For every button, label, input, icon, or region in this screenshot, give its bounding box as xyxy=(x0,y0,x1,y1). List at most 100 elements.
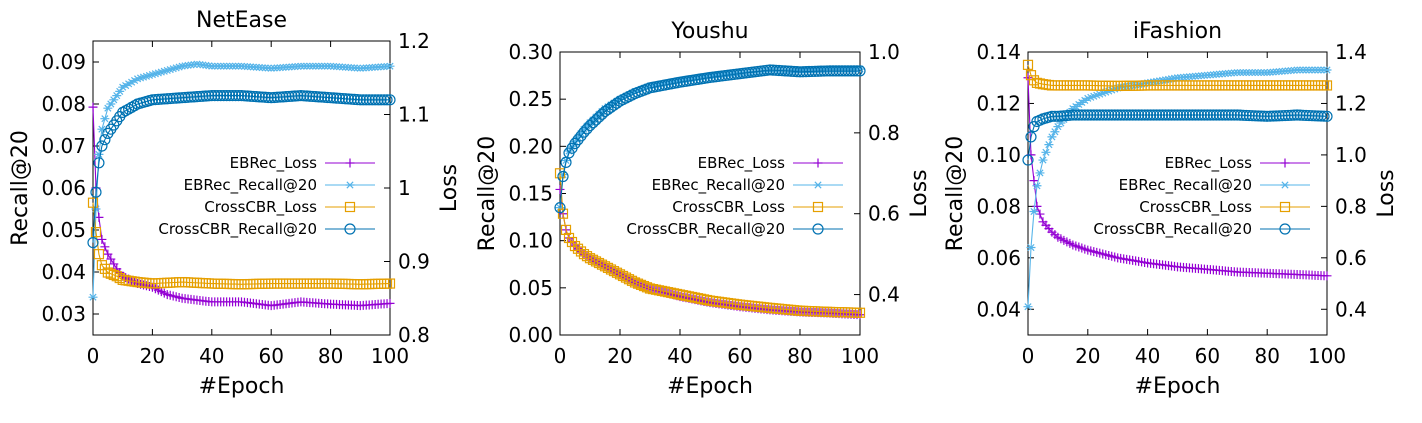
y2-axis-label: Loss xyxy=(907,169,932,217)
data-point xyxy=(1022,154,1034,166)
data-point xyxy=(1029,207,1039,216)
data-point xyxy=(1153,109,1166,121)
data-point xyxy=(1270,110,1282,122)
data-point xyxy=(842,65,854,77)
data-point xyxy=(1192,109,1205,121)
x-tick-label: 80 xyxy=(1254,344,1279,368)
data-point xyxy=(1025,70,1037,81)
y-tick-label: 0.10 xyxy=(976,143,1021,167)
data-point xyxy=(179,91,191,104)
data-point xyxy=(1216,109,1228,121)
data-point xyxy=(173,92,185,104)
data-point xyxy=(372,94,384,106)
data-point xyxy=(316,91,328,103)
data-point xyxy=(1322,66,1332,74)
y-tick-label: 0.30 xyxy=(508,40,553,64)
chart-title: iFashion xyxy=(1133,19,1222,44)
data-point xyxy=(764,64,776,76)
data-point xyxy=(1041,148,1051,156)
data-point xyxy=(106,254,116,264)
data-point xyxy=(1061,109,1073,122)
data-point xyxy=(581,251,593,262)
data-point xyxy=(96,140,108,152)
data-point xyxy=(161,93,173,105)
legend-label: EBRec_Loss xyxy=(698,154,786,173)
series-crosscbr-loss xyxy=(554,168,866,318)
data-point xyxy=(221,89,233,102)
x-tick-label: 60 xyxy=(727,344,752,368)
data-point xyxy=(200,90,212,102)
data-point xyxy=(1258,110,1270,122)
y2-tick-label: 0.6 xyxy=(1335,246,1367,270)
data-point xyxy=(1133,109,1145,121)
data-point xyxy=(1124,109,1136,121)
series-ebrec-recall-20 xyxy=(88,60,395,301)
data-point xyxy=(1156,109,1169,121)
legend-label: CrossCBR_Loss xyxy=(1139,198,1252,217)
data-point xyxy=(182,91,194,103)
legend-swatch-marker xyxy=(1280,181,1290,189)
data-point xyxy=(109,259,119,269)
data-point xyxy=(381,94,393,106)
y-tick-label: 0.03 xyxy=(41,302,86,326)
data-point xyxy=(209,89,221,102)
data-point xyxy=(1076,109,1088,121)
data-point xyxy=(845,65,857,77)
data-point xyxy=(1079,109,1091,121)
data-point xyxy=(572,243,584,254)
series-ebrec-recall-20 xyxy=(1023,66,1332,311)
data-point xyxy=(812,65,824,77)
data-point xyxy=(97,234,107,244)
y2-tick-label: 0.4 xyxy=(868,283,900,307)
y-tick-label: 0.08 xyxy=(41,92,86,116)
y2-tick-label: 0.9 xyxy=(398,250,430,274)
data-point xyxy=(575,130,587,142)
data-point xyxy=(185,91,197,103)
data-point xyxy=(1159,109,1172,121)
data-point xyxy=(1082,109,1094,121)
x-tick-label: 100 xyxy=(841,344,879,368)
data-point xyxy=(206,89,218,102)
data-point xyxy=(378,94,390,106)
data-point xyxy=(90,186,102,198)
data-point xyxy=(152,93,164,105)
data-point xyxy=(357,94,369,106)
data-point xyxy=(554,168,566,179)
data-point xyxy=(1106,109,1118,121)
series-crosscbr-loss xyxy=(87,197,396,290)
data-point xyxy=(1058,110,1070,122)
legend-label: EBRec_Recall@20 xyxy=(184,176,317,195)
data-point xyxy=(1050,128,1060,136)
data-point xyxy=(1282,109,1294,122)
data-point xyxy=(1315,110,1327,122)
y2-tick-label: 1.4 xyxy=(1335,40,1367,64)
y-tick-label: 0.05 xyxy=(508,276,553,300)
data-point xyxy=(146,94,158,106)
data-point xyxy=(560,224,572,235)
data-point xyxy=(1162,109,1175,121)
series-ebrec-loss xyxy=(1023,73,1332,281)
data-point xyxy=(1136,109,1148,121)
data-point xyxy=(1261,110,1273,122)
data-point xyxy=(572,134,584,146)
y-tick-label: 0.07 xyxy=(41,134,86,158)
data-point xyxy=(327,92,340,104)
data-point xyxy=(1064,109,1076,121)
data-point xyxy=(88,102,98,112)
data-point xyxy=(385,298,395,308)
data-point xyxy=(244,90,257,102)
y2-tick-label: 1.2 xyxy=(1335,91,1367,115)
data-point xyxy=(1318,110,1330,122)
data-point xyxy=(1276,110,1288,122)
data-point xyxy=(806,65,818,78)
data-point xyxy=(1115,109,1127,121)
data-point xyxy=(1127,109,1139,121)
data-point xyxy=(1255,110,1267,122)
data-point xyxy=(229,89,242,102)
y2-axis-label: Loss xyxy=(1374,169,1399,217)
data-point xyxy=(1052,110,1064,122)
legend-label: CrossCBR_Recall@20 xyxy=(158,220,317,239)
data-point xyxy=(602,103,614,115)
data-point xyxy=(821,65,833,77)
y-axis-label: Recall@20 xyxy=(475,136,500,252)
